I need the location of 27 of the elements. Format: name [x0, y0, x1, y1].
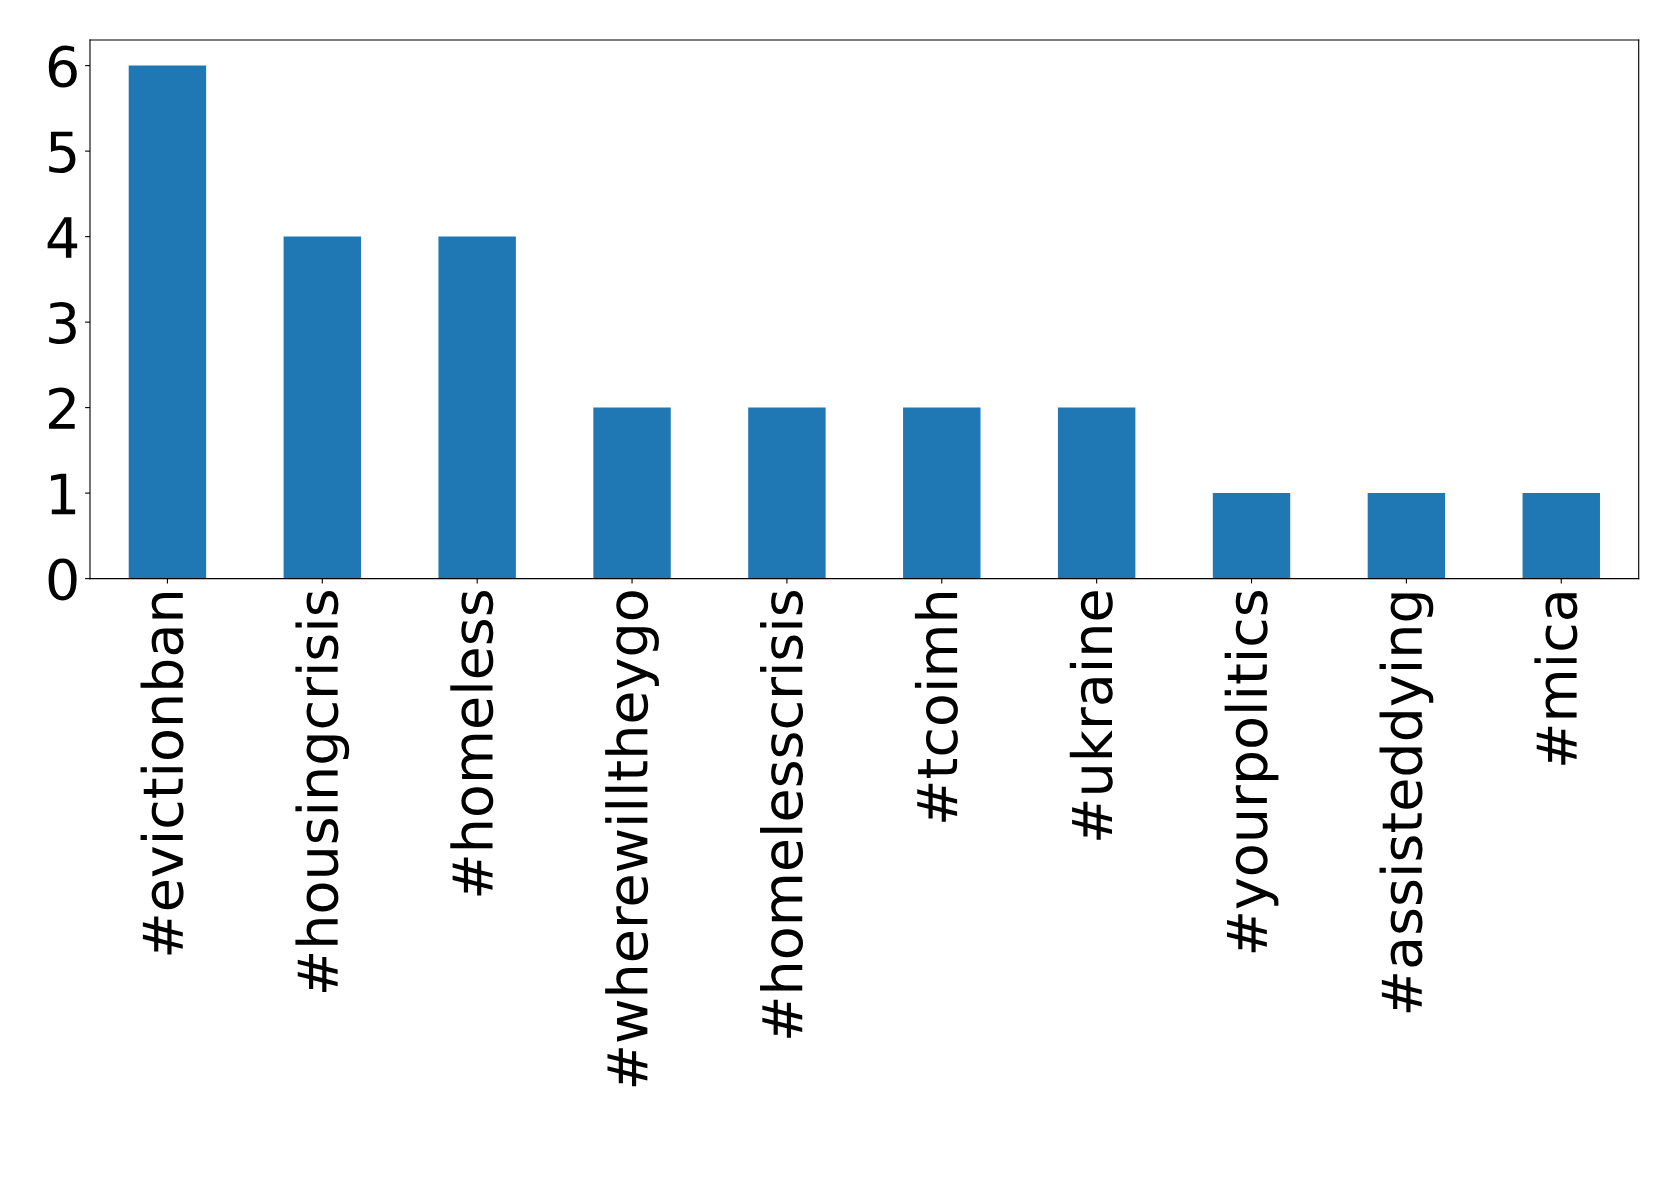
- x-tick-label: #assisteddying: [1379, 593, 1434, 1013]
- y-tick-label: 1: [51, 473, 76, 515]
- x-tick-label: #homeless: [450, 591, 494, 896]
- bar: [748, 407, 826, 579]
- bar: [128, 65, 207, 579]
- x-tick-label: #mica: [1534, 593, 1578, 765]
- bar: [438, 236, 516, 579]
- bar: [1057, 407, 1136, 579]
- bar: [1522, 493, 1600, 579]
- x-tick-label: #homelesscrisis: [760, 591, 804, 1038]
- y-tick-label: 4: [47, 217, 78, 258]
- bar: [1212, 493, 1291, 579]
- x-tick-label: #tcoimh: [914, 593, 958, 822]
- bar: [283, 236, 362, 579]
- x-tick-label: #evictionban: [140, 593, 184, 955]
- y-tick-label: 3: [49, 301, 76, 345]
- bar: [903, 407, 981, 579]
- x-tick-label: #ukraine: [1069, 591, 1113, 840]
- y-tick-label: 5: [49, 131, 76, 174]
- y-tick-label: 6: [48, 45, 77, 88]
- x-tick-label: #housingcrisis: [295, 591, 350, 992]
- y-tick-label: 2: [49, 387, 75, 429]
- bar: [1367, 493, 1446, 579]
- y-tick-label: 0: [48, 558, 77, 601]
- bar: [593, 407, 671, 579]
- x-tick-label: #wherewilltheygo: [605, 591, 659, 1087]
- x-tick-label: #yourpolitics: [1224, 591, 1279, 953]
